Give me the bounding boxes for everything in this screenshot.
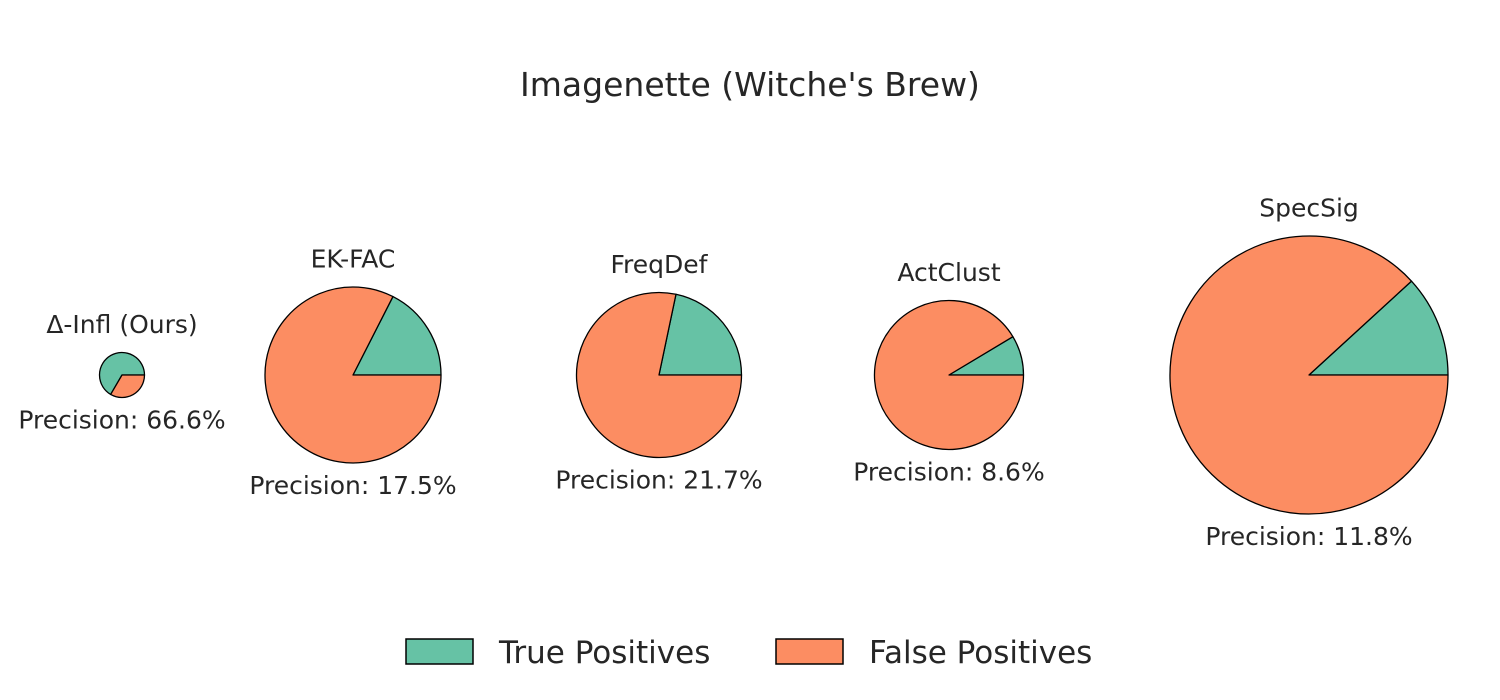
pie-slice-false-positives [1169,235,1449,515]
legend-swatch-true-positives [405,638,474,665]
pie-slice-false-positives [264,286,442,464]
pie-infl-ours: Δ-Infl (Ours) Precision: 66.6% [18,310,225,435]
pie-label: EK-FAC [311,244,396,273]
legend-label-true-positives: True Positives [498,635,710,671]
legend-swatch-false-positives [775,638,844,665]
pie-freqdef: FreqDef Precision: 21.7% [555,250,762,495]
pie-label: FreqDef [611,250,709,279]
precision-label: Precision: 17.5% [249,471,456,500]
precision-label: Precision: 66.6% [18,406,225,435]
pie-label: Δ-Infl (Ours) [46,310,197,339]
pie-slice-false-positives [110,374,146,399]
pies-group: Δ-Infl (Ours) Precision: 66.6% EK-FAC Preci… [18,193,1449,551]
pie-specsig: SpecSig Precision: 11.8% [1169,193,1449,551]
precision-label: Precision: 21.7% [555,466,762,495]
legend-label-false-positives: False Positives [869,635,1092,671]
pie-slice-true-positives [1308,280,1449,376]
pie-actclust: ActClust Precision: 8.6% [853,258,1044,487]
legend: True Positives False Positives [405,635,1092,671]
pie-label: SpecSig [1259,193,1359,222]
pie-label: ActClust [897,258,1000,287]
pie-slice-false-positives [575,291,743,459]
pie-slice-true-positives [98,351,146,396]
chart-title: Imagenette (Witche's Brew) [520,65,980,104]
precision-label: Precision: 11.8% [1205,522,1412,551]
pie-slice-false-positives [873,299,1025,451]
pie-slice-true-positives [658,293,743,376]
precision-label: Precision: 8.6% [853,458,1044,487]
pie-ek-fac: EK-FAC Precision: 17.5% [249,244,456,500]
pie-slice-true-positives [352,295,442,376]
